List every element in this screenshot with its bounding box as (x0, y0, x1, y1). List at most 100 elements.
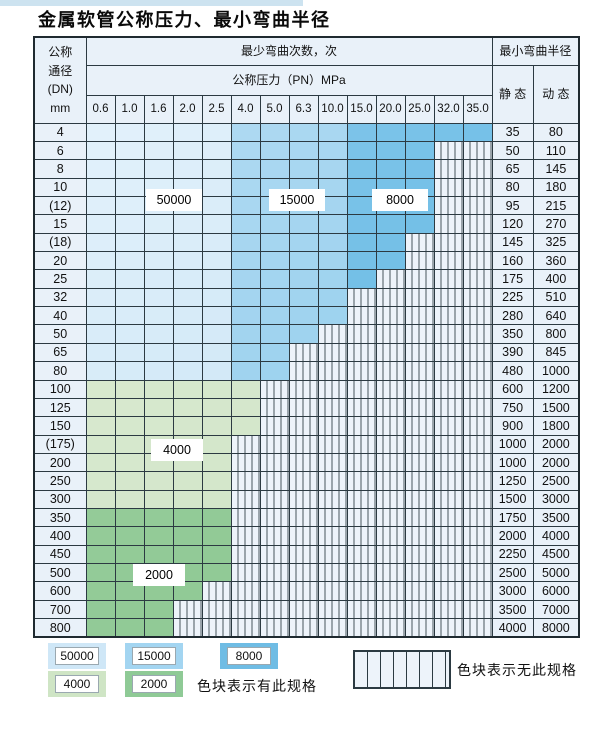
dynamic-radius-cell: 400 (532, 269, 580, 289)
pressure-col-header: 0.6 (85, 94, 116, 124)
static-radius-cell: 1000 (491, 452, 534, 473)
table-row: (18) 145 325 (33, 232, 580, 253)
spec-cell (143, 269, 174, 289)
spec-cell (346, 122, 377, 142)
no-spec-hatch-cell (288, 452, 319, 473)
no-spec-hatch-cell (404, 434, 435, 454)
dn-cell: 25 (33, 269, 87, 289)
no-spec-hatch-cell (462, 159, 493, 179)
table-row: 400 2000 4000 (33, 526, 580, 546)
no-spec-hatch-cell (172, 599, 203, 620)
no-spec-hatch-cell (462, 232, 493, 253)
no-spec-hatch-cell (404, 397, 435, 418)
spec-cell (143, 361, 174, 381)
spec-cell (288, 159, 319, 179)
spec-cell (114, 306, 145, 326)
no-spec-hatch-cell (346, 306, 377, 326)
no-spec-hatch-cell (375, 287, 406, 308)
dn-cell: 4 (33, 122, 87, 142)
spec-cell (85, 214, 116, 234)
table-row: 450 2250 4500 (33, 544, 580, 565)
static-radius-cell: 2500 (491, 563, 534, 583)
spec-cell (201, 434, 232, 454)
spec-cell (85, 324, 116, 344)
spec-cell (85, 122, 116, 142)
dn-cell: 125 (33, 397, 87, 418)
no-spec-hatch-cell (317, 471, 348, 491)
no-spec-hatch-cell (462, 140, 493, 161)
spec-cell (143, 544, 174, 565)
spec-cell (114, 251, 145, 271)
no-spec-hatch-cell (317, 581, 348, 601)
no-spec-hatch-cell (404, 324, 435, 344)
table-row: 80 480 1000 (33, 361, 580, 381)
spec-cell (259, 214, 290, 234)
dn-cell: 6 (33, 140, 87, 161)
spec-cell (201, 324, 232, 344)
spec-cell (201, 471, 232, 491)
no-spec-hatch-cell (259, 581, 290, 601)
spec-cell (404, 214, 435, 234)
no-spec-hatch-cell (375, 269, 406, 289)
no-spec-hatch-cell (346, 508, 377, 528)
no-spec-hatch-cell (317, 526, 348, 546)
no-spec-hatch-cell (230, 434, 261, 454)
spec-cell (114, 489, 145, 510)
spec-cell (114, 599, 145, 620)
no-spec-hatch-cell (404, 361, 435, 381)
dn-cell: 100 (33, 379, 87, 399)
no-spec-hatch-cell (346, 434, 377, 454)
spec-cell (85, 471, 116, 491)
spec-cell (172, 140, 203, 161)
no-spec-hatch-cell (288, 379, 319, 399)
spec-cell (143, 140, 174, 161)
dn-header-line: mm (50, 100, 71, 115)
no-spec-hatch-cell (462, 471, 493, 491)
table-row: 600 3000 6000 (33, 581, 580, 601)
no-spec-hatch-cell (259, 416, 290, 436)
no-spec-hatch-cell (375, 581, 406, 601)
no-spec-hatch-cell (346, 618, 377, 638)
legend-swatch-label: 2000 (132, 675, 176, 693)
no-spec-hatch-cell (433, 416, 464, 436)
spec-cell (259, 324, 290, 344)
spec-cell (85, 489, 116, 510)
static-radius-cell: 4000 (491, 618, 534, 638)
no-spec-hatch-cell (288, 361, 319, 381)
no-spec-hatch-cell (346, 489, 377, 510)
pressure-col-header: 5.0 (259, 94, 290, 124)
static-radius-cell: 1250 (491, 471, 534, 491)
dn-cell: 15 (33, 214, 87, 234)
spec-cell (201, 379, 232, 399)
no-spec-hatch-cell (288, 563, 319, 583)
spec-cell (143, 397, 174, 418)
no-spec-hatch-cell (433, 434, 464, 454)
no-spec-hatch-cell (346, 287, 377, 308)
page-title: 金属软管公称压力、最小弯曲半径 (38, 10, 331, 31)
spec-cell (259, 342, 290, 363)
pressure-col-header: 35.0 (462, 94, 493, 124)
spec-cell (85, 618, 116, 638)
spec-cell (288, 232, 319, 253)
dynamic-radius-cell: 1800 (532, 416, 580, 436)
spec-cell (143, 159, 174, 179)
pressure-col-header: 32.0 (433, 94, 464, 124)
spec-cell (172, 232, 203, 253)
no-spec-hatch-cell (404, 232, 435, 253)
no-spec-hatch-cell (230, 581, 261, 601)
no-spec-hatch-cell (375, 379, 406, 399)
spec-cell (172, 251, 203, 271)
no-spec-hatch-cell (462, 508, 493, 528)
no-spec-hatch-cell (375, 452, 406, 473)
spec-cell (143, 526, 174, 546)
no-spec-hatch-cell (462, 324, 493, 344)
no-spec-hatch-cell (346, 471, 377, 491)
spec-cell (114, 397, 145, 418)
dynamic-radius-cell: 1200 (532, 379, 580, 399)
no-spec-hatch-cell (462, 361, 493, 381)
spec-cell (201, 251, 232, 271)
static-radius-cell: 80 (491, 177, 534, 197)
spec-cell (143, 324, 174, 344)
no-spec-hatch-cell (317, 618, 348, 638)
spec-cell (201, 177, 232, 197)
